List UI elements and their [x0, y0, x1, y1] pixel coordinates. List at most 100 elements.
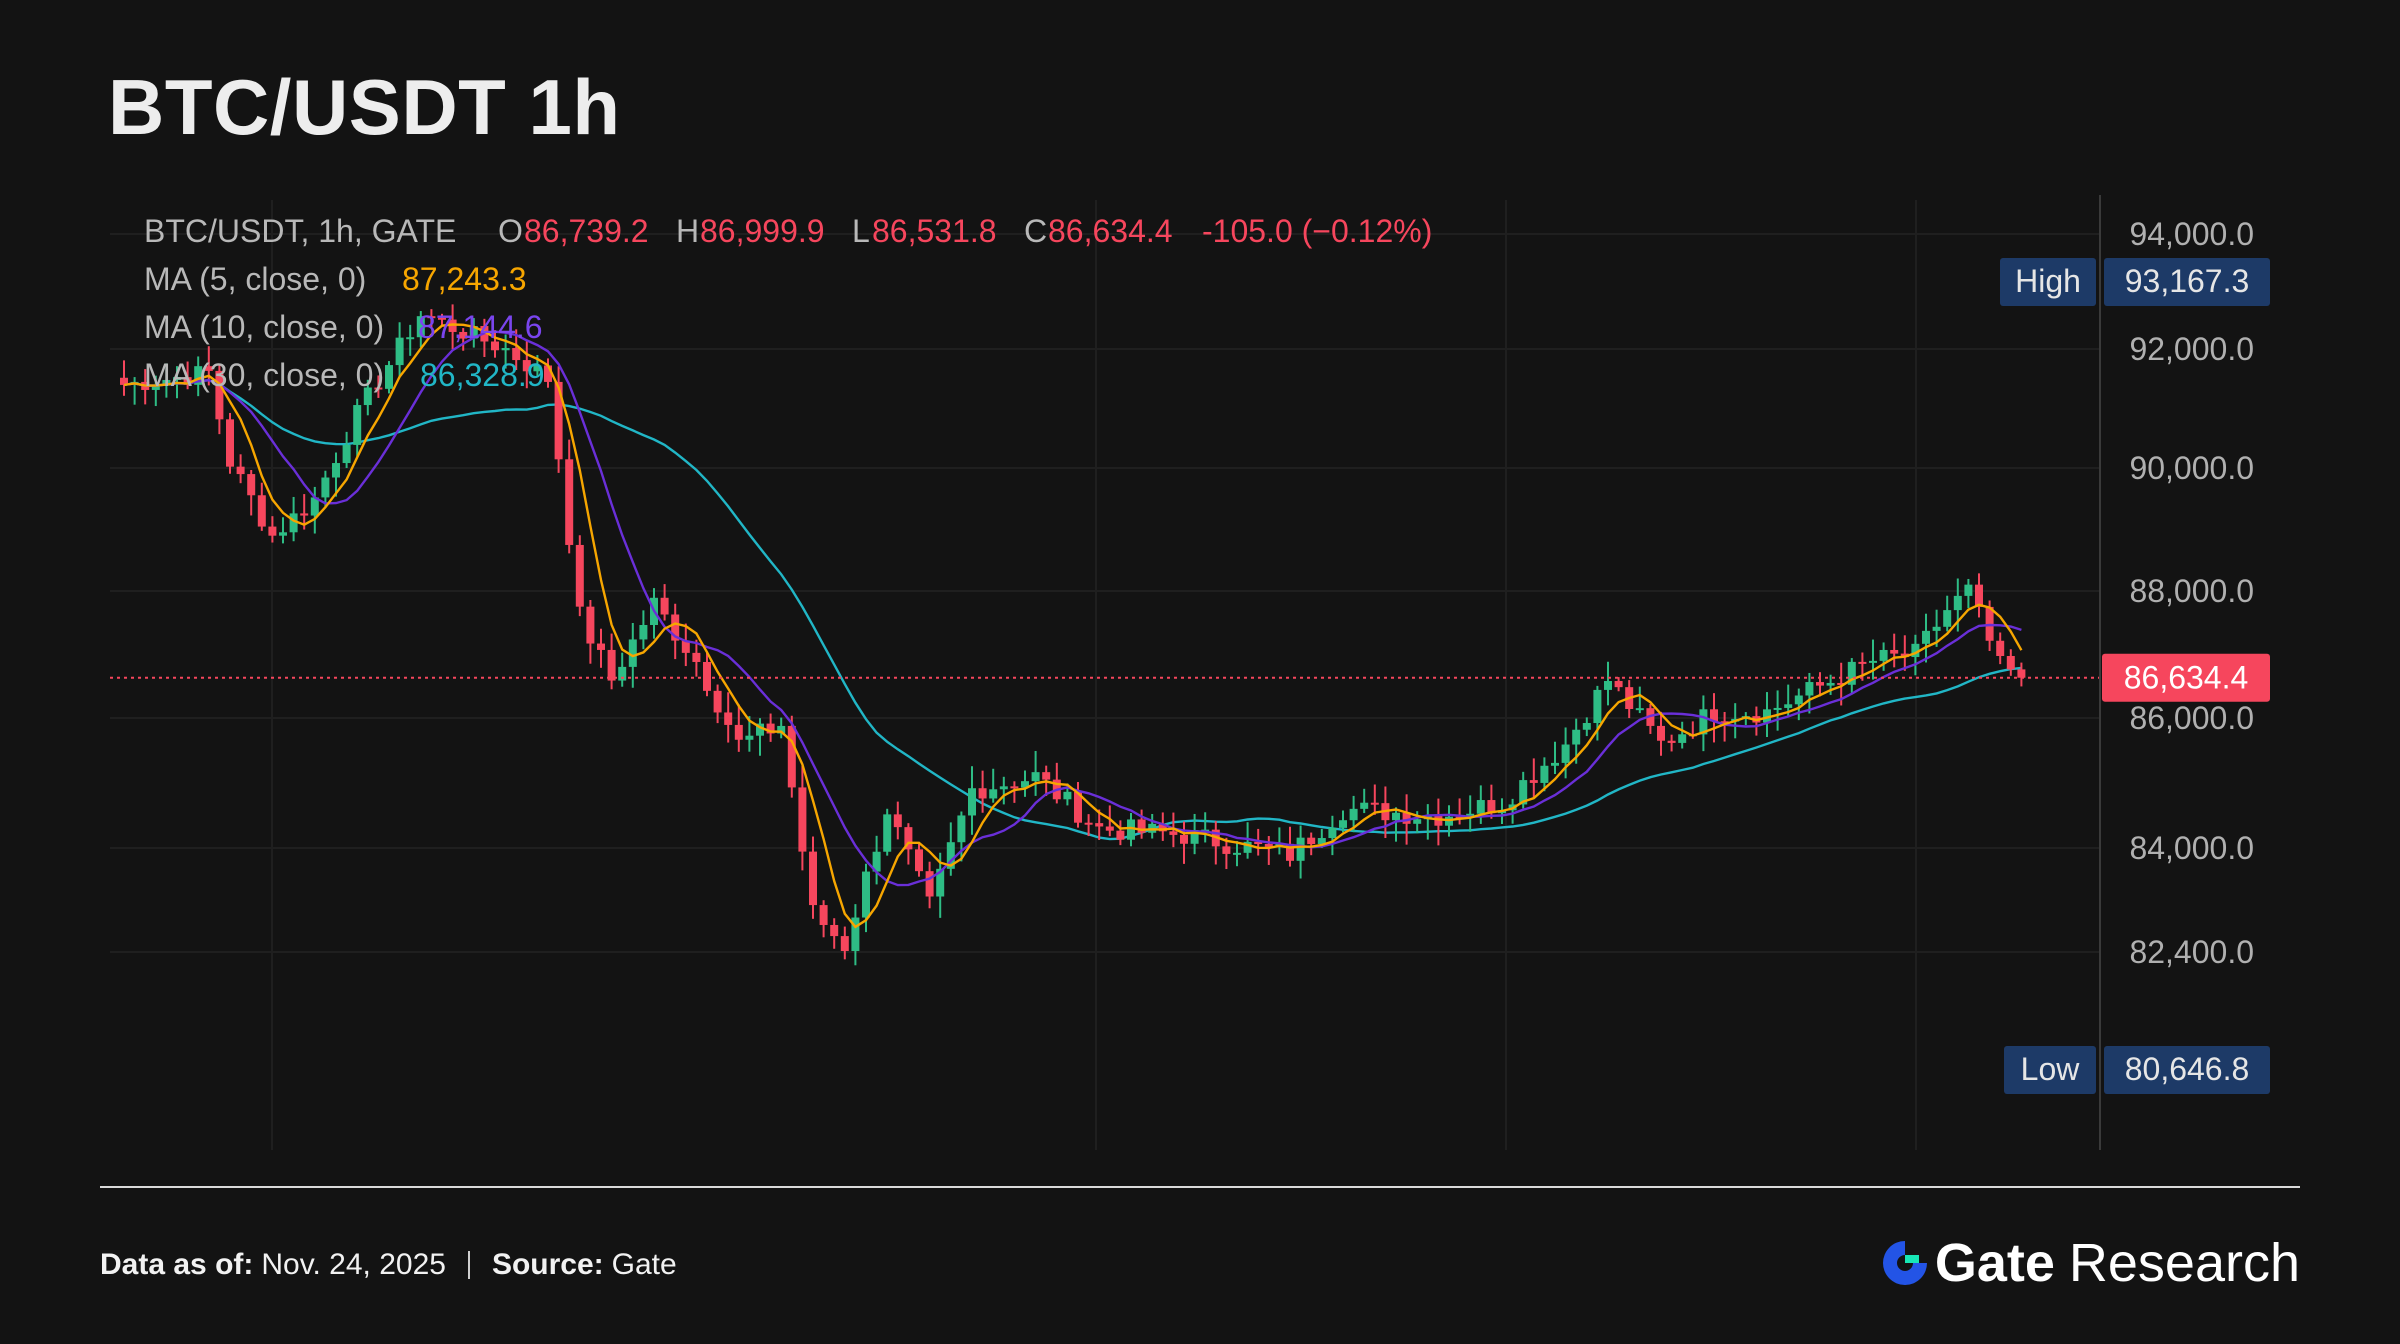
candle-up — [1678, 734, 1687, 743]
candle-down — [257, 495, 266, 527]
candle-up — [1243, 841, 1252, 853]
candle-down — [597, 643, 605, 650]
candle-down — [1900, 653, 1909, 658]
candle-up — [1317, 838, 1326, 845]
y-tick-label: 84,000.0 — [2129, 830, 2254, 866]
candle-up — [1349, 808, 1358, 821]
low-label: Low — [2021, 1051, 2081, 1087]
y-tick-label: 86,000.0 — [2129, 700, 2254, 736]
candle-down — [226, 419, 234, 467]
candle-down — [703, 661, 711, 691]
candle-up — [1476, 800, 1485, 814]
candle-up — [936, 868, 945, 897]
candle-up — [1296, 837, 1305, 861]
candle-down — [734, 724, 743, 740]
candle-up — [395, 337, 404, 366]
low-value: 80,646.8 — [2125, 1051, 2250, 1087]
y-tick-label: 92,000.0 — [2129, 331, 2254, 367]
candle-up — [1953, 595, 1962, 611]
candle-down — [1254, 841, 1263, 845]
candle-up — [1826, 682, 1835, 686]
candle-up — [1847, 661, 1856, 685]
candle-down — [978, 788, 987, 799]
candle-up — [310, 497, 319, 516]
candle-down — [681, 640, 690, 653]
ma5-line — [123, 323, 2023, 929]
legend-l-label: L — [852, 213, 870, 249]
candle-up — [1551, 762, 1559, 766]
candle-down — [798, 787, 807, 852]
candle-up — [353, 405, 362, 445]
candle-up — [1805, 682, 1814, 696]
chart-legend: BTC/USDT, 1h, GATE O 86,739.2 H 86,999.9… — [144, 213, 1432, 393]
candle-down — [1137, 819, 1146, 833]
candle-up — [1794, 695, 1803, 705]
candle-down — [448, 319, 457, 332]
candle-up — [1360, 802, 1369, 809]
candle-up — [1031, 772, 1040, 782]
candle-up — [533, 365, 542, 372]
y-tick-label: 90,000.0 — [2129, 450, 2254, 486]
candle-down — [1487, 800, 1496, 814]
candle-up — [385, 365, 393, 389]
candle-down — [1975, 584, 1983, 607]
candlestick-chart: 94,000.0 92,000.0 90,000.0 88,000.0 86,000.0… — [110, 195, 2270, 1150]
candle-down — [1042, 772, 1051, 780]
candle-down — [247, 474, 256, 496]
candle-down — [120, 377, 128, 385]
last-price-badge: 86,634.4 — [2102, 653, 2270, 702]
candle-down — [904, 827, 913, 850]
candle-up — [1763, 709, 1771, 723]
y-tick-label: 88,000.0 — [2129, 573, 2254, 609]
candle-up — [946, 842, 955, 869]
candle-up — [628, 639, 637, 667]
candle-down — [374, 387, 383, 390]
legend-h-label: H — [676, 213, 699, 249]
candle-up — [1964, 584, 1973, 596]
candle-down — [692, 652, 701, 662]
candle-down — [607, 649, 616, 681]
candle-up — [501, 348, 510, 351]
candle-down — [2017, 669, 2026, 678]
footer-divider — [100, 1186, 2300, 1188]
candle-down — [1264, 844, 1273, 847]
candle-down — [300, 513, 309, 516]
legend-ma10-value: 87,144.6 — [418, 309, 543, 345]
candle-up — [1021, 781, 1029, 788]
high-badge: High 93,167.3 — [2000, 258, 2270, 306]
last-price-value: 86,634.4 — [2124, 660, 2249, 696]
candle-up — [1879, 649, 1888, 661]
candle-down — [586, 606, 595, 644]
page-title: BTC/USDT 1h — [108, 63, 621, 151]
candle-down — [204, 366, 213, 371]
candle-up — [957, 815, 966, 843]
candle-down — [268, 526, 277, 536]
legend-ma30-label: MA (30, close, 0) — [144, 357, 384, 393]
candle-down — [512, 348, 521, 361]
candle-up — [756, 723, 764, 736]
candle-up — [968, 788, 976, 816]
data-as-of-value: Nov. 24, 2025 — [261, 1248, 446, 1281]
candle-down — [565, 459, 574, 545]
candle-down — [1402, 812, 1411, 824]
legend-ma5-value: 87,243.3 — [402, 261, 527, 297]
candle-down — [893, 814, 902, 828]
legend-o-value: 86,739.2 — [524, 213, 649, 249]
candle-down — [522, 360, 531, 372]
ma30-line — [123, 378, 2022, 841]
candle-up — [1339, 820, 1347, 828]
legend-c-label: C — [1024, 213, 1047, 249]
high-label: High — [2015, 263, 2081, 299]
legend-o-label: O — [498, 213, 523, 249]
candle-up — [618, 666, 627, 681]
candle-up — [1328, 827, 1337, 839]
candle-down — [575, 544, 584, 607]
candle-down — [1816, 682, 1824, 686]
candle-down — [1837, 682, 1846, 685]
candle-down — [1657, 725, 1665, 741]
candle-up — [194, 366, 203, 385]
candle-up — [1233, 852, 1241, 855]
candle-up — [1869, 660, 1877, 663]
candle-down — [915, 849, 923, 872]
candle-down — [724, 712, 733, 725]
